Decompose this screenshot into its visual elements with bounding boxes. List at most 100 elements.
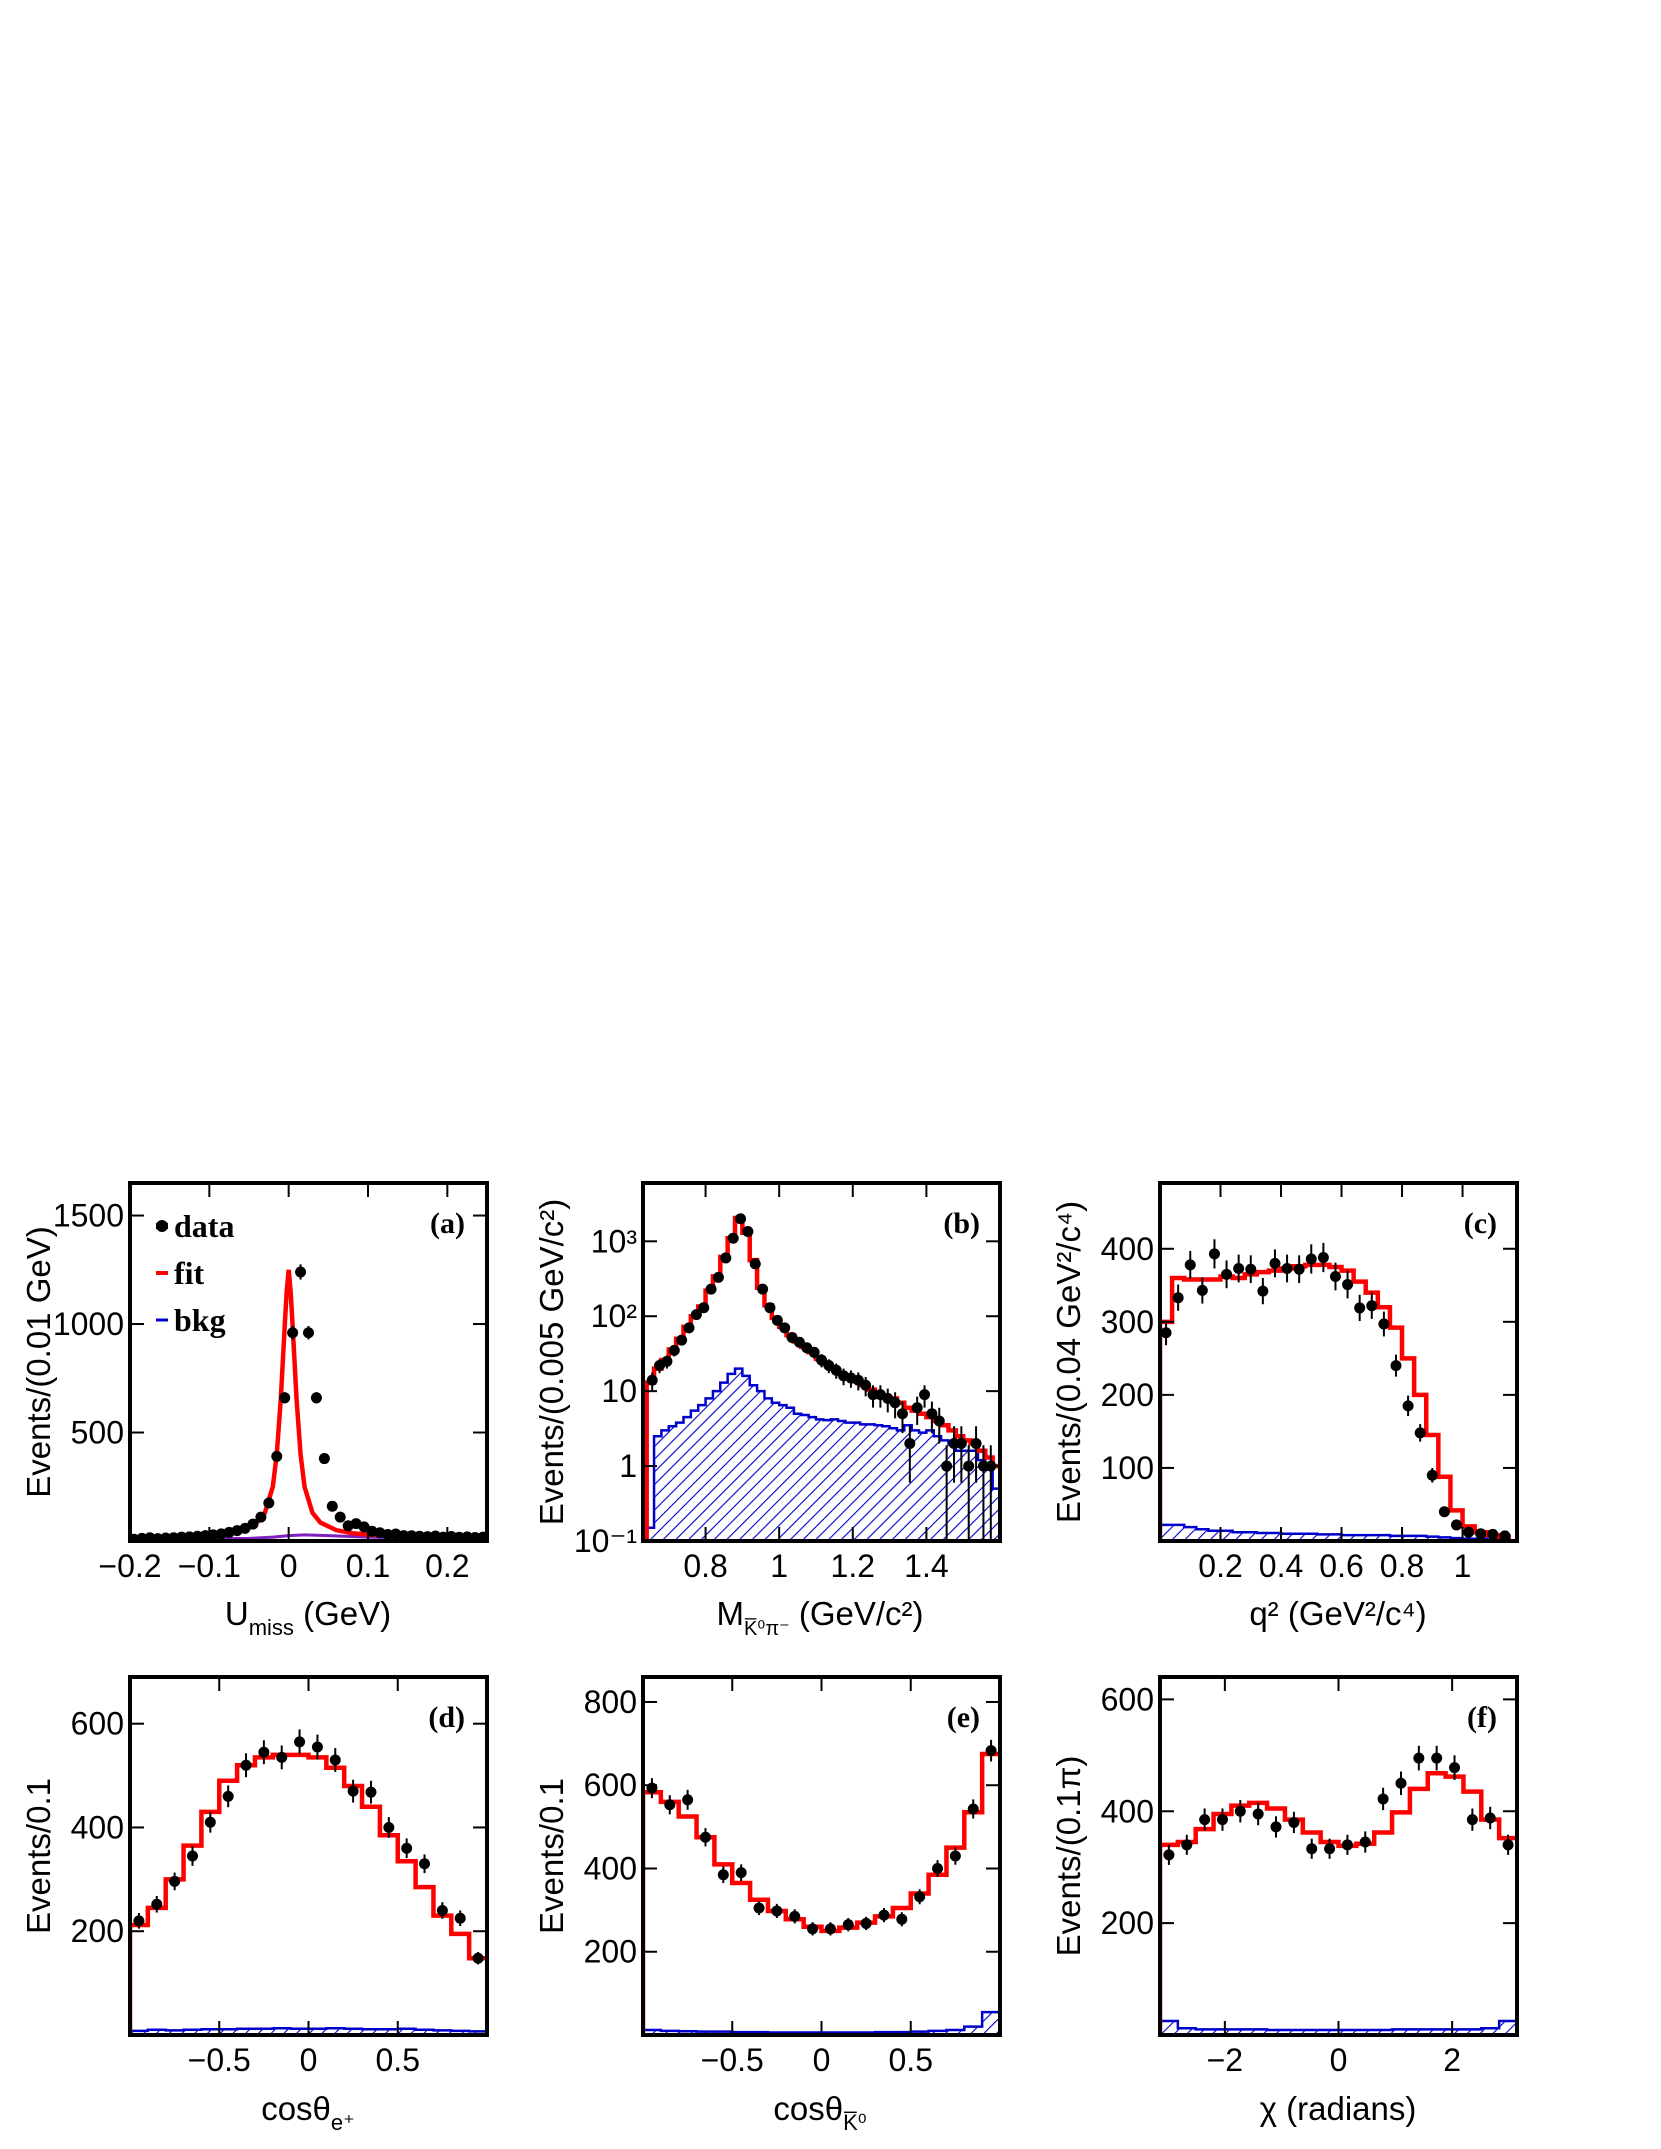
panel-b-data-point xyxy=(661,1355,673,1367)
panel-e-data-point xyxy=(878,1909,890,1921)
panel-b-data-point xyxy=(808,1346,820,1358)
panel-a-data-point xyxy=(477,1531,487,1541)
panel-f-data-point xyxy=(1466,1814,1478,1826)
panel-e-data-point xyxy=(860,1917,872,1929)
panel-a-data-point xyxy=(422,1531,433,1541)
panel-a-data-point xyxy=(303,1327,314,1339)
panel-d-data-point xyxy=(151,1898,163,1910)
panel-f-data-point xyxy=(1324,1843,1336,1855)
panel-c-y-tick-label: 400 xyxy=(1101,1231,1154,1267)
panel-b-y-tick-label: 1 xyxy=(619,1448,637,1484)
panel-b-x-tick-label: 1 xyxy=(770,1548,788,1584)
panel-a-x-title-main: U xyxy=(225,1595,249,1632)
panel-d-x-title-main: cosθ xyxy=(261,2090,331,2127)
panel-e-frame xyxy=(641,1675,1002,2037)
panel-b-data-point xyxy=(933,1415,945,1427)
panel-e-plot-layer: −0.5 0 0.5 200 400 600 800 xyxy=(584,1677,1000,2078)
panel-e-data-point xyxy=(807,1923,819,1935)
panel-e-data-point xyxy=(932,1862,944,1874)
panel-f-data-point xyxy=(1359,1836,1371,1848)
panel-c-data-point xyxy=(1196,1284,1208,1296)
panel-e-x-axis-title: cosθK̅⁰ xyxy=(773,2090,866,2135)
panel-d-data-point xyxy=(186,1850,198,1862)
panel-f-data-point xyxy=(1181,1839,1193,1851)
panel-e-data-point xyxy=(985,1745,997,1757)
panel-b-data-point xyxy=(749,1258,761,1270)
panel-f-x-tick-label: 2 xyxy=(1443,2042,1461,2078)
panel-a-plot-layer: −0.2 −0.1 0 0.1 0.2 500 1000 1500 xyxy=(53,1183,487,1584)
panel-d-data-point xyxy=(133,1915,145,1927)
panel-a-data-point xyxy=(263,1497,275,1509)
panel-e-data-point xyxy=(699,1831,711,1843)
panel-f-data-point xyxy=(1306,1843,1318,1855)
panel-c-data-point xyxy=(1208,1248,1220,1260)
panel-b-data-point xyxy=(735,1213,747,1225)
panel-c-data-point xyxy=(1426,1469,1438,1481)
panel-d-data-point xyxy=(169,1875,181,1887)
panel-d-ticks: −0.5 0 0.5 200 400 600 xyxy=(71,1677,487,2078)
panel-d-data-point xyxy=(454,1912,466,1924)
panel-d-data-point xyxy=(419,1858,431,1870)
panel-a-data-point xyxy=(318,1453,330,1465)
panel-a-y-tick-label: 1500 xyxy=(53,1198,124,1234)
panel-d-x-title-sub: e⁺ xyxy=(331,2110,355,2135)
panel-c-label: (c) xyxy=(1464,1207,1497,1240)
panel-d-data-point xyxy=(222,1790,234,1802)
panel-d-x-tick-label: 0.5 xyxy=(376,2042,420,2078)
panel-e-bkg-outline xyxy=(643,2010,1000,2034)
panel-b-data-point xyxy=(970,1438,982,1450)
panel-e-bkg-area xyxy=(643,2012,1000,2035)
panel-d-x-tick-label: 0 xyxy=(300,2042,318,2078)
panel-d-plot-layer: −0.5 0 0.5 200 400 600 xyxy=(71,1677,487,2078)
panel-b-data-point xyxy=(757,1283,769,1295)
panel-d-x-axis-title: cosθe⁺ xyxy=(261,2090,355,2135)
panel-b-bkg-outline xyxy=(646,1367,1000,1530)
panel-b-x-title-main: M xyxy=(716,1595,744,1632)
panel-c-plot-layer: 0.2 0.4 0.6 0.8 1 100 200 300 400 xyxy=(1101,1183,1517,1584)
panel-d-data-point xyxy=(383,1821,395,1833)
panel-c-data-point xyxy=(1233,1262,1245,1274)
panel-a-frame xyxy=(128,1181,489,1543)
panel-e-data-point xyxy=(824,1923,836,1935)
panel-c: 0.2 0.4 0.6 0.8 1 100 200 300 400 (c) q² (GeV²/c… xyxy=(1050,1181,1519,1632)
panel-e-data-point xyxy=(753,1902,765,1914)
panel-e: −0.5 0 0.5 200 400 600 800 (e) cosθK̅⁰ Events/… xyxy=(533,1675,1002,2135)
legend-bkg-label: bkg xyxy=(174,1302,226,1338)
panel-d-y-axis-title: Events/0.1 xyxy=(20,1778,57,1934)
panel-a-x-axis-title: Umiss (GeV) xyxy=(225,1595,391,1640)
panel-f-data-point xyxy=(1288,1816,1300,1828)
panel-d-data-point xyxy=(401,1842,413,1854)
panel-d-data-point xyxy=(436,1904,448,1916)
panel-a-data-point xyxy=(279,1392,291,1404)
panel-f-ticks: −2 0 2 200 400 600 xyxy=(1101,1677,1517,2078)
panel-a-x-tick-label: 0 xyxy=(280,1548,298,1584)
panel-d-bkg-outline xyxy=(130,2027,487,2033)
panel-a-data-point xyxy=(437,1531,449,1541)
panel-b-data-point xyxy=(955,1438,967,1450)
panel-f-data-point xyxy=(1377,1793,1389,1805)
panel-c-data-point xyxy=(1342,1279,1354,1291)
panel-f-x-tick-label: 0 xyxy=(1330,2042,1348,2078)
panel-b-data-point xyxy=(698,1302,710,1314)
panel-e-x-tick-label: −0.5 xyxy=(701,2042,764,2078)
panel-b-data-point xyxy=(720,1252,732,1264)
panel-f-y-tick-label: 400 xyxy=(1101,1793,1154,1829)
panel-f-plot-layer: −2 0 2 200 400 600 xyxy=(1101,1677,1517,2078)
panel-a-ticks: −0.2 −0.1 0 0.1 0.2 500 1000 1500 xyxy=(53,1183,487,1584)
panel-f-y-tick-label: 200 xyxy=(1101,1905,1154,1941)
panel-c-data-point xyxy=(1390,1360,1402,1372)
panel-c-data-point xyxy=(1463,1526,1475,1538)
panel-a-data-point xyxy=(199,1530,211,1541)
legend-data-point xyxy=(156,1220,168,1232)
panel-a-x-title-rest: (GeV) xyxy=(294,1595,391,1632)
panel-a-x-title-sub: miss xyxy=(249,1615,294,1640)
panel-f-fit-line xyxy=(1160,1770,1517,2035)
panel-e-data-point xyxy=(967,1803,979,1815)
panel-c-y-axis-title: Events/(0.04 GeV²/c⁴) xyxy=(1050,1201,1087,1523)
panel-c-data-point xyxy=(1378,1318,1390,1330)
panel-e-data-point xyxy=(914,1891,926,1903)
panel-f-data-point xyxy=(1413,1752,1425,1764)
panel-d-data-point xyxy=(472,1952,484,1964)
panel-d-data-point xyxy=(347,1785,359,1797)
